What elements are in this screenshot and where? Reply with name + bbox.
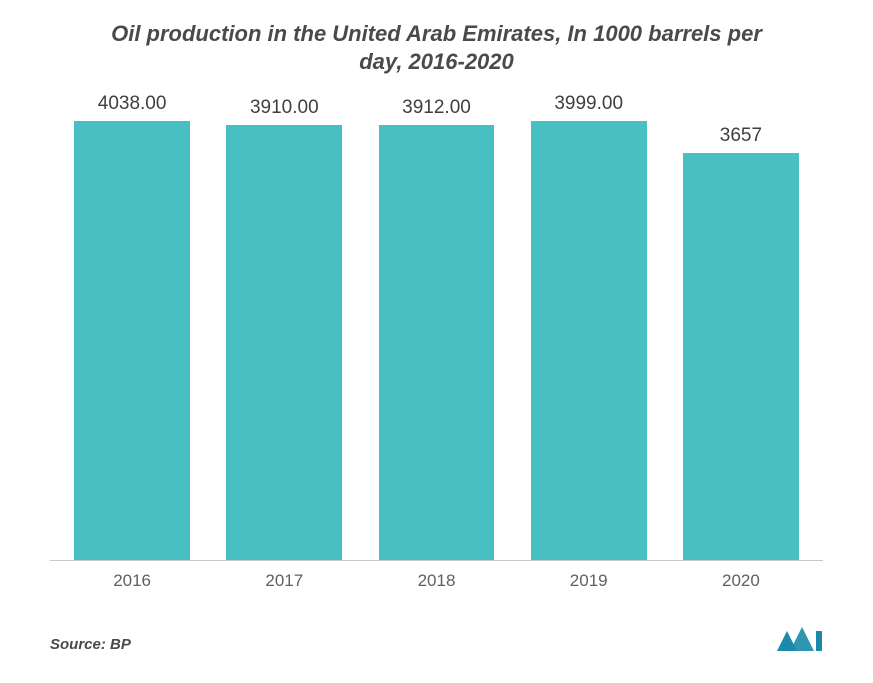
bar <box>683 153 799 560</box>
source-attribution: Source: BP <box>50 636 131 653</box>
bar <box>74 121 190 560</box>
bar-group: 3912.00 <box>360 93 512 560</box>
chart-plot: 4038.00 3910.00 3912.00 3999.00 3657 <box>50 93 823 561</box>
x-tick-label: 2017 <box>208 571 360 591</box>
bar-group: 3999.00 <box>513 93 665 560</box>
x-axis: 20162017201820192020 <box>50 561 823 591</box>
brand-logo <box>775 623 823 653</box>
chart-title: Oil production in the United Arab Emirat… <box>50 20 823 75</box>
bar-group: 4038.00 <box>56 93 208 560</box>
source-label: Source: <box>50 636 106 653</box>
bar-value-label: 3910.00 <box>250 97 319 119</box>
bar-group: 3910.00 <box>208 93 360 560</box>
chart-area: 4038.003910.003912.003999.003657 2016201… <box>50 93 823 591</box>
bar <box>226 125 342 560</box>
bar-value-label: 3912.00 <box>402 97 471 119</box>
bar-value-label: 3657 <box>720 125 762 147</box>
bar-group: 3657 <box>665 93 817 560</box>
bar <box>531 121 647 560</box>
chart-footer: Source: BP <box>50 623 823 653</box>
bar-value-label: 3999.00 <box>554 93 623 115</box>
bar <box>379 125 495 560</box>
bar-value-label: 4038.00 <box>98 93 167 115</box>
x-tick-label: 2018 <box>360 571 512 591</box>
x-tick-label: 2016 <box>56 571 208 591</box>
x-tick-label: 2019 <box>513 571 665 591</box>
x-tick-label: 2020 <box>665 571 817 591</box>
source-value: BP <box>110 636 131 653</box>
